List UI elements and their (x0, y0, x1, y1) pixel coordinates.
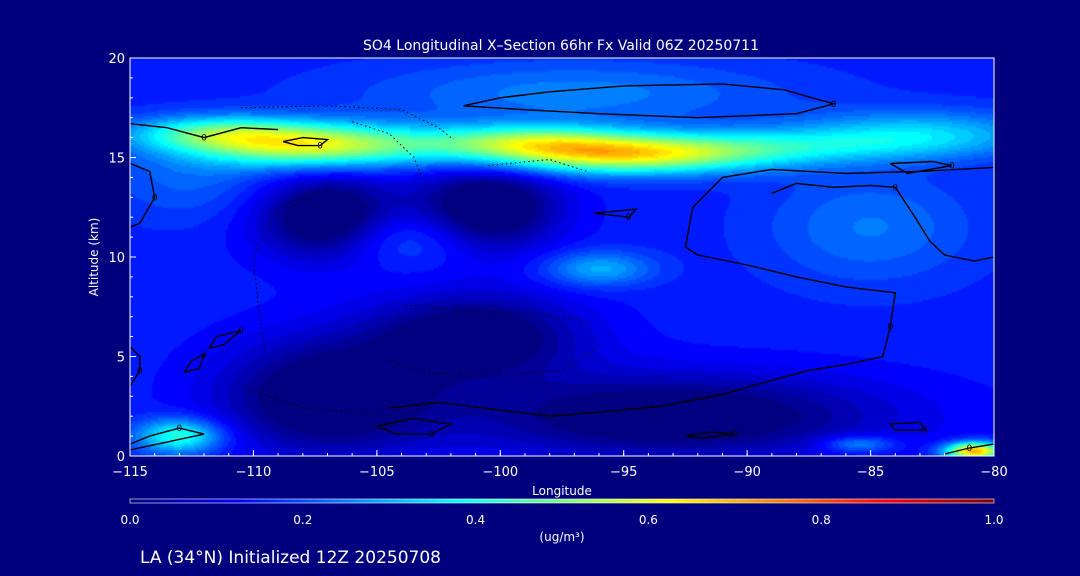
y-tick-label: 0 (117, 450, 125, 465)
contour-label: 0 (201, 134, 207, 144)
x-tick-label: −110 (236, 465, 272, 480)
contour-label: 0 (238, 327, 244, 337)
contour-line-2 (130, 123, 279, 139)
colorbar-gradient (130, 499, 994, 503)
contour-line-1 (463, 83, 837, 119)
y-tick-label: 15 (108, 152, 125, 167)
contour-line-13 (376, 417, 454, 435)
contour-line-21 (389, 304, 600, 377)
y-tick-label: 20 (108, 52, 125, 67)
y-tick-label: 10 (108, 251, 125, 266)
colorbar-tick-label: 1.0 (984, 513, 1003, 527)
contour-label: 0 (626, 213, 632, 223)
contour-label: 0 (201, 351, 207, 361)
contour-label: 0 (892, 183, 898, 193)
contour-line-10 (208, 329, 242, 350)
colorbar-tick-label: 0.0 (120, 513, 139, 527)
plot-area: 0 0 0 0 0 0 0 0 0 0 0 0 0 0 0 0 (129, 57, 995, 457)
contour-label: 0 (137, 366, 143, 376)
y-axis: 0 5 10 15 20 (108, 52, 136, 465)
contour-line-17 (241, 105, 452, 138)
colorbar-frame (129, 498, 995, 504)
colorbar: 0.0 0.2 0.4 0.6 0.8 1.0 (ug/m³) (120, 498, 1004, 544)
contour-label: 0 (949, 161, 955, 171)
x-tick-label: −95 (610, 465, 637, 480)
contour-label: 0 (177, 424, 183, 434)
contour-line-15 (889, 421, 927, 431)
x-tick-label: −105 (359, 465, 395, 480)
contour-line-11 (183, 353, 206, 374)
contour-label: 0 (428, 430, 434, 440)
colorbar-unit: (ug/m³) (539, 530, 584, 544)
contour-label: 0 (966, 444, 972, 454)
x-tick-label: −80 (980, 465, 1007, 480)
contour-line-20 (252, 186, 328, 357)
contour-label: 0 (317, 142, 323, 152)
colorbar-tick-label: 0.8 (812, 513, 831, 527)
contour-label: 0 (831, 100, 837, 110)
contour-line-8 (771, 182, 994, 262)
chart-title: SO4 Longitudinal X–Section 66hr Fx Valid… (363, 38, 759, 54)
contour-line-6 (389, 166, 994, 417)
contour-line-16 (944, 443, 994, 455)
heatmap-field (130, 58, 994, 456)
x-tick-label: −100 (482, 465, 518, 480)
contour-line-18 (352, 121, 427, 188)
colorbar-tick-label: 0.6 (639, 513, 658, 527)
colorbar-ticks: 0.0 0.2 0.4 0.6 0.8 1.0 (120, 513, 1003, 527)
x-tick-label: −85 (857, 465, 884, 480)
contour-label: 0 (887, 323, 893, 333)
colorbar-tick-label: 0.4 (466, 513, 485, 527)
contour-line-3 (282, 136, 330, 147)
contour-line-7 (889, 160, 953, 175)
contour-line-9 (130, 427, 205, 451)
x-axis: −115 −110 −105 −100 −95 −90 −85 −80 (112, 450, 1008, 480)
y-tick-label: 5 (117, 351, 125, 366)
contour-label: 0 (732, 430, 738, 440)
x-tick-label: −115 (112, 465, 148, 480)
contour-line-14 (685, 431, 735, 439)
x-axis-label: Longitude (532, 484, 592, 498)
contour-layer: 0 0 0 0 0 0 0 0 0 0 0 0 0 0 0 0 (130, 83, 994, 455)
y-axis-label: Altitude (km) (87, 218, 101, 297)
contour-label: 0 (922, 426, 928, 436)
x-tick-label: −90 (733, 465, 760, 480)
footer-caption: LA (34°N) Initialized 12Z 20250708 (140, 548, 441, 568)
colorbar-tick-label: 0.2 (293, 513, 312, 527)
contour-line-5 (594, 208, 638, 218)
contour-line-4 (130, 162, 156, 228)
contour-label: 0 (152, 193, 158, 203)
contour-line-12 (130, 346, 141, 387)
